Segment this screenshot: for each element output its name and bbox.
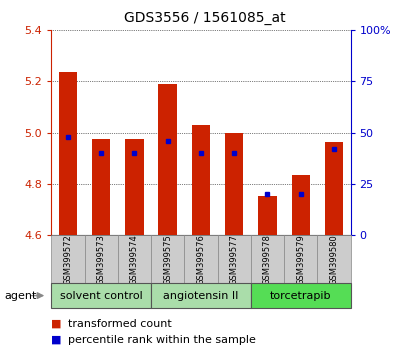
Bar xyxy=(117,235,151,283)
Bar xyxy=(84,235,117,283)
Text: GDS3556 / 1561085_at: GDS3556 / 1561085_at xyxy=(124,11,285,25)
Text: GSM399579: GSM399579 xyxy=(295,234,304,285)
Bar xyxy=(317,235,350,283)
Text: GSM399573: GSM399573 xyxy=(97,234,106,285)
Bar xyxy=(258,196,276,235)
Bar xyxy=(51,235,84,283)
Bar xyxy=(324,142,342,235)
Bar xyxy=(151,283,250,308)
Bar xyxy=(158,84,176,235)
Bar xyxy=(58,73,77,235)
Text: GSM399577: GSM399577 xyxy=(229,234,238,285)
Text: GSM399578: GSM399578 xyxy=(262,234,271,285)
Bar xyxy=(51,283,151,308)
Text: GSM399580: GSM399580 xyxy=(328,234,337,285)
Text: percentile rank within the sample: percentile rank within the sample xyxy=(67,335,255,345)
Bar xyxy=(125,139,143,235)
Bar xyxy=(250,283,350,308)
Text: GSM399576: GSM399576 xyxy=(196,234,205,285)
Bar xyxy=(191,125,209,235)
Text: ■: ■ xyxy=(51,319,62,329)
Text: GSM399574: GSM399574 xyxy=(130,234,139,285)
Text: ■: ■ xyxy=(51,335,62,345)
Bar xyxy=(283,235,317,283)
Bar xyxy=(217,235,250,283)
Text: torcetrapib: torcetrapib xyxy=(269,291,330,301)
Text: GSM399575: GSM399575 xyxy=(163,234,172,285)
Text: solvent control: solvent control xyxy=(60,291,142,301)
Bar xyxy=(92,139,110,235)
Bar xyxy=(151,235,184,283)
Bar xyxy=(291,175,309,235)
Bar xyxy=(250,235,283,283)
Bar xyxy=(225,133,243,235)
Bar xyxy=(184,235,217,283)
Text: angiotensin II: angiotensin II xyxy=(163,291,238,301)
Text: agent: agent xyxy=(4,291,36,301)
Text: transformed count: transformed count xyxy=(67,319,171,329)
Text: GSM399572: GSM399572 xyxy=(63,234,72,285)
